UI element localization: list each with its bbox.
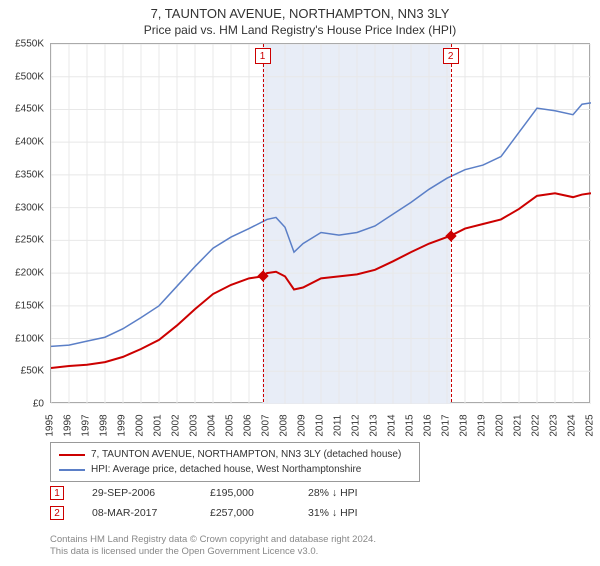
footnote: Contains HM Land Registry data © Crown c… xyxy=(50,534,376,559)
legend-item: HPI: Average price, detached house, West… xyxy=(59,462,411,477)
sale-row: 129-SEP-2006£195,00028% ↓ HPI xyxy=(50,486,388,500)
footnote-line: Contains HM Land Registry data © Crown c… xyxy=(50,534,376,546)
page-title: 7, TAUNTON AVENUE, NORTHAMPTON, NN3 3LY xyxy=(0,6,600,21)
sale-row: 208-MAR-2017£257,00031% ↓ HPI xyxy=(50,506,388,520)
footnote-line: This data is licensed under the Open Gov… xyxy=(50,546,376,558)
page-subtitle: Price paid vs. HM Land Registry's House … xyxy=(0,23,600,37)
sale-marker-2: 2 xyxy=(443,48,459,64)
y-axis-labels: £0£50K£100K£150K£200K£250K£300K£350K£400… xyxy=(0,44,48,404)
sale-marker-1: 1 xyxy=(255,48,271,64)
x-axis-labels: 1995199619971998199920002001200220032004… xyxy=(50,406,590,436)
legend-item: 7, TAUNTON AVENUE, NORTHAMPTON, NN3 3LY … xyxy=(59,447,411,462)
sales-table: 129-SEP-2006£195,00028% ↓ HPI 208-MAR-201… xyxy=(50,486,388,526)
chart-plot-area: 12 xyxy=(50,43,590,403)
legend: 7, TAUNTON AVENUE, NORTHAMPTON, NN3 3LY … xyxy=(50,442,420,482)
